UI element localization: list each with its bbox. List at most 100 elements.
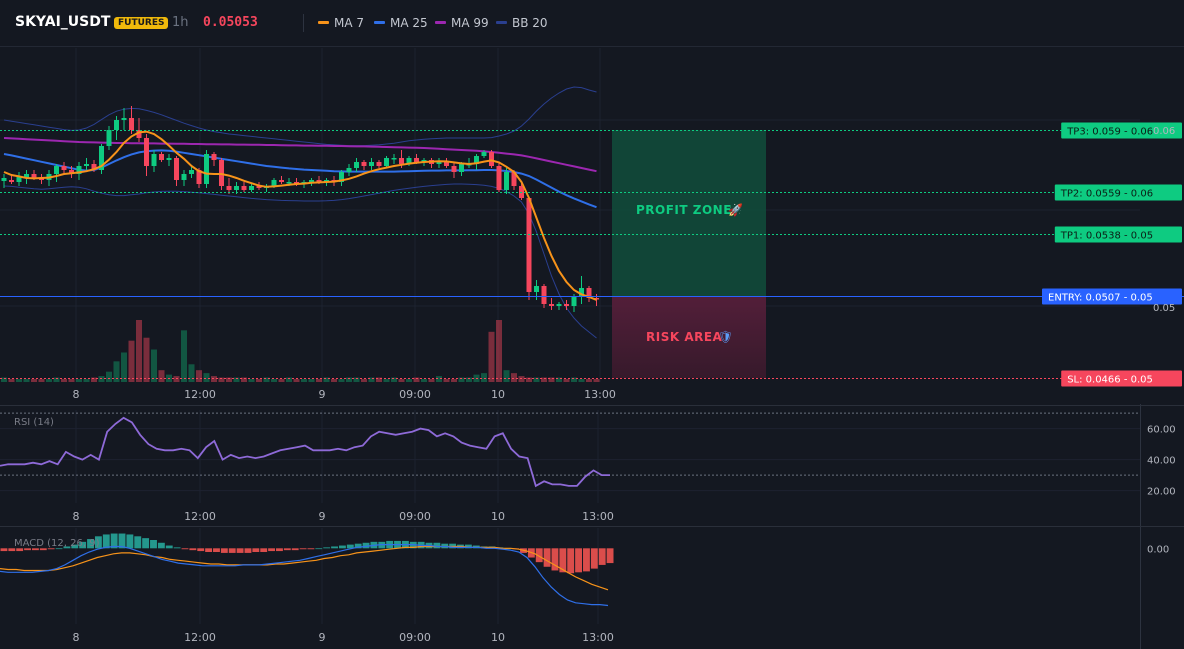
x-axis-label: 13:00 — [584, 388, 616, 401]
candle-body — [31, 174, 37, 178]
volume-bar — [391, 377, 397, 382]
macd-histogram-bar — [94, 536, 102, 549]
candle-body — [541, 286, 547, 304]
macd-histogram-bar — [165, 545, 173, 549]
candle-body — [76, 166, 82, 174]
rsi-x-axis-label: 10 — [491, 510, 505, 523]
macd-histogram-bar — [331, 546, 338, 549]
candle-body — [526, 198, 532, 292]
candle-body — [459, 164, 464, 172]
candle-body — [444, 162, 449, 166]
macd-histogram-bar — [236, 548, 244, 553]
macd-histogram-bar — [307, 548, 315, 550]
volume-bar — [436, 376, 442, 382]
macd-histogram-bar — [362, 542, 370, 549]
volume-bar — [533, 377, 540, 382]
candle-body — [271, 180, 277, 186]
candle-body — [256, 186, 262, 188]
macd-histogram-bar — [63, 546, 71, 549]
rsi-axis-label: 40.00 — [1147, 456, 1176, 467]
rsi-axis-label: 60.00 — [1147, 425, 1176, 436]
volume-bar — [158, 370, 165, 382]
macd-histogram-bar — [260, 548, 268, 552]
candle-body — [106, 130, 112, 146]
candle-body — [114, 120, 119, 130]
macd-histogram-bar — [31, 548, 39, 551]
macd-x-axis-label: 13:00 — [582, 631, 614, 644]
volume-bar — [526, 377, 532, 382]
candle-body — [279, 180, 284, 182]
volume-bar — [368, 377, 375, 382]
x-axis-label: 10 — [491, 388, 505, 401]
volume-bar — [511, 373, 517, 382]
legend-bb20[interactable]: BB 20 — [496, 16, 548, 30]
macd-histogram-bar — [299, 548, 307, 550]
rsi-x-axis-label: 13:00 — [582, 510, 614, 523]
macd-histogram-bar — [244, 548, 252, 553]
volume-bar — [143, 337, 150, 382]
macd-x-axis-label: 12:00 — [184, 631, 216, 644]
legend-ma99[interactable]: MA 99 — [435, 16, 489, 30]
macd-histogram-bar — [79, 541, 87, 549]
legend-ma7[interactable]: MA 7 — [318, 16, 364, 30]
macd-histogram-bar — [126, 534, 134, 549]
volume-bar — [496, 320, 502, 382]
candle-body — [361, 162, 367, 166]
candle-body — [571, 296, 577, 306]
chart-header: SKYAI_USDT FUTURES 1h 0.05053 MA 7 MA 25… — [0, 0, 1184, 46]
macd-histogram-bar — [16, 548, 24, 552]
macd-title: MACD (12, 26, 9) — [14, 538, 100, 549]
macd-histogram-bar — [354, 543, 362, 549]
volume-bar — [241, 377, 247, 382]
tp1-tag-text: TP1: 0.0538 - 0.05 — [1060, 231, 1153, 242]
legend-ma25[interactable]: MA 25 — [374, 16, 428, 30]
legend-ma7-swatch — [318, 21, 329, 24]
candle-body — [159, 154, 164, 160]
volume-bar — [278, 379, 285, 382]
symbol-name[interactable]: SKYAI_USDT — [15, 14, 111, 30]
macd-histogram-bar — [0, 548, 8, 552]
volume-bar — [53, 377, 60, 382]
volume-bar — [76, 379, 82, 382]
macd-histogram-bar — [150, 540, 157, 549]
volume-bar — [586, 379, 592, 382]
candle-body — [316, 180, 322, 182]
macd-histogram-bar — [252, 548, 260, 552]
rsi-x-axis-label: 12:00 — [184, 510, 216, 523]
macd-histogram-bar — [598, 548, 606, 565]
legend-bb20-swatch — [496, 21, 507, 24]
rsi-x-axis-label: 09:00 — [399, 510, 431, 523]
volume-bar — [23, 379, 30, 382]
macd-axis-label: 0.00 — [1147, 544, 1169, 555]
volume-bar — [293, 379, 300, 382]
candle-body — [346, 168, 352, 172]
volume-bar — [151, 349, 157, 382]
volume-bar — [338, 379, 345, 382]
volume-bar — [248, 379, 255, 382]
volume-bar — [323, 377, 330, 382]
candle-body — [204, 154, 209, 184]
volume-bar — [83, 379, 90, 382]
macd-histogram-bar — [8, 548, 16, 552]
macd-histogram-bar — [102, 534, 110, 549]
candle-body — [504, 172, 509, 190]
macd-histogram-bar — [55, 548, 63, 550]
candle-body — [376, 162, 382, 166]
macd-histogram-bar — [590, 548, 598, 569]
rsi-axis-label: 20.00 — [1147, 487, 1176, 498]
volume-bar — [31, 379, 37, 382]
macd-histogram-bar — [189, 548, 197, 551]
candle-body — [1, 178, 7, 181]
volume-bar — [8, 379, 15, 382]
volume-bar — [443, 379, 450, 382]
macd-histogram-bar — [338, 545, 346, 549]
volume-bar — [136, 320, 142, 382]
macd-histogram-bar — [433, 542, 441, 549]
macd-histogram-bar — [291, 548, 299, 551]
candle-body — [196, 170, 202, 184]
candle-body — [226, 186, 232, 190]
volume-bar — [556, 377, 562, 382]
timeframe-selector[interactable]: 1h — [172, 15, 189, 30]
candle-body — [181, 174, 187, 180]
